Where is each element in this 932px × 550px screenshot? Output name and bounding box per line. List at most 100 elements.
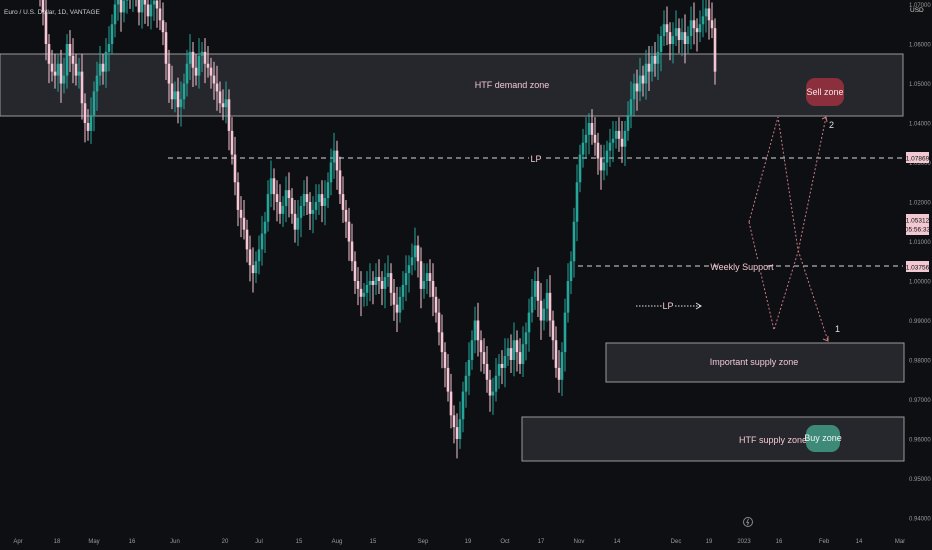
candle-body [371, 281, 375, 285]
candle-body [146, 4, 150, 17]
candle-body [107, 44, 111, 52]
candle-body [71, 55, 75, 64]
x-tick-label: 17 [538, 539, 545, 545]
candle-body [629, 99, 633, 116]
candle-body [422, 281, 426, 289]
candle-body [563, 312, 567, 353]
candle-body [521, 344, 525, 364]
event-icon[interactable] [743, 517, 753, 527]
y-tick-label: 1.06000 [909, 43, 931, 49]
htf-supply-zone[interactable] [521, 416, 905, 462]
candle-body [203, 51, 207, 64]
candle-body [392, 292, 396, 305]
candle-body [527, 312, 531, 333]
candle-body [632, 83, 636, 100]
candle-body [245, 229, 249, 250]
x-tick-label: Jun [170, 539, 180, 545]
y-tick-label: 0.95000 [909, 477, 931, 483]
candle-body [341, 194, 345, 210]
candle-body [506, 348, 510, 357]
candle-body [266, 194, 270, 222]
x-tick-label: Jul [255, 539, 263, 545]
candle-body [53, 71, 57, 76]
candle-body [533, 281, 537, 297]
candle-body [164, 32, 168, 64]
candle-body [548, 292, 552, 321]
candle-body [608, 142, 612, 151]
candle-body [185, 63, 189, 84]
candle-body [176, 91, 180, 108]
candle-body [578, 154, 582, 183]
candle-body [602, 162, 606, 171]
x-tick-label: 19 [465, 539, 472, 545]
candle-body [368, 281, 372, 285]
candle-body [557, 367, 561, 380]
candle-body [317, 194, 321, 202]
x-tick-label: Sep [418, 539, 429, 545]
candle-body [113, 4, 117, 25]
candle-body [233, 154, 237, 183]
y-tick-label: 1.05000 [909, 82, 931, 88]
candle-body [407, 265, 411, 274]
candle-body [173, 91, 177, 100]
y-tick-label: 0.98000 [909, 359, 931, 365]
candle-body [518, 352, 522, 364]
candle-body [380, 281, 384, 289]
candle-body [713, 28, 717, 72]
candle-body [620, 138, 624, 147]
candle-body [314, 202, 318, 210]
candle-body [488, 379, 492, 396]
candle-body [293, 213, 297, 230]
candle-body [581, 142, 585, 155]
important-supply-zone[interactable] [605, 342, 905, 383]
candle-body [434, 296, 438, 313]
y-tick-label: 1.04000 [909, 122, 931, 128]
candle-body [710, 20, 714, 29]
candle-body [515, 340, 519, 353]
sell-zone-badge[interactable] [806, 78, 844, 106]
x-tick-label: 18 [54, 539, 61, 545]
candle-body [365, 284, 369, 293]
htf-demand-zone[interactable] [0, 53, 904, 117]
candle-body [161, 20, 165, 33]
x-axis: Apr 18 May 16 Jun 20 Jul 15 Aug 15 Sep 19 Oct 17 Nov 14… [13, 539, 905, 545]
candle-body [152, 0, 156, 5]
candle-body [182, 83, 186, 100]
x-tick-label: 14 [614, 539, 621, 545]
candle-body [74, 63, 78, 76]
candle-body [461, 391, 465, 420]
candle-body [311, 209, 315, 214]
x-tick-label: 16 [129, 539, 136, 545]
candle-body [524, 332, 528, 345]
candle-body [281, 205, 285, 214]
candle-body [47, 44, 51, 64]
candle-body [554, 340, 558, 368]
candle-body [413, 245, 417, 258]
candle-body [698, 24, 702, 33]
buy-zone-badge[interactable] [806, 425, 840, 452]
lp-price-tag-text: 1.07869 [906, 156, 930, 163]
candle-body [68, 44, 72, 56]
candle-body [200, 51, 204, 56]
candle-body [383, 277, 387, 289]
candle-body [605, 150, 609, 163]
x-tick-label: Nov [574, 539, 585, 545]
weekly-support-label-bg [717, 260, 767, 272]
candle-body [653, 55, 657, 64]
current-price-text: 1.05312 [906, 218, 930, 225]
candle-body [530, 296, 534, 313]
candle-body [98, 63, 102, 76]
candle-body [65, 44, 69, 76]
countdown-text: 05:56:33 [905, 227, 931, 234]
candle-body [221, 103, 225, 108]
current-price-tag [906, 214, 929, 235]
candle-body [671, 36, 675, 44]
htf-supply-zone-label: HTF supply zone [739, 435, 807, 445]
lp-mid-label-bg [662, 300, 674, 312]
candle-body [695, 28, 699, 33]
y-tick-label: 0.97000 [909, 398, 931, 404]
candle-body [659, 36, 663, 52]
x-tick-label: 15 [370, 539, 377, 545]
candle-body [329, 162, 333, 183]
